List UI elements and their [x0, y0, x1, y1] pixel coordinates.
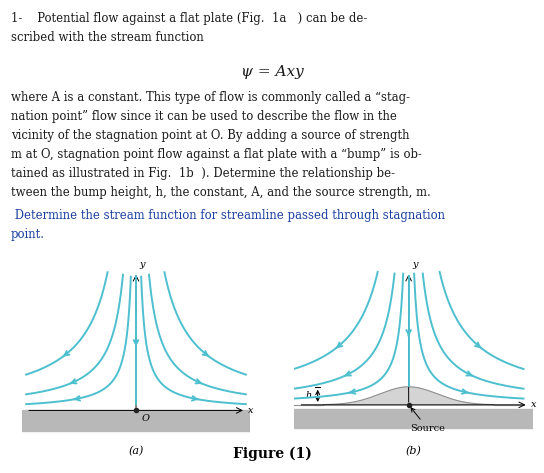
Text: point.: point.: [11, 228, 45, 240]
Text: (b): (b): [405, 446, 422, 456]
Text: y: y: [139, 261, 145, 270]
Text: ψ = Axy: ψ = Axy: [240, 65, 304, 79]
Text: (a): (a): [128, 446, 144, 456]
Text: where A is a constant. This type of flow is commonly called a “stag-: where A is a constant. This type of flow…: [11, 91, 410, 104]
Text: Figure (1): Figure (1): [233, 447, 311, 461]
Text: tween the bump height, h, the constant, A, and the source strength, m.: tween the bump height, h, the constant, …: [11, 186, 431, 199]
Text: x: x: [531, 400, 536, 409]
Text: vicinity of the stagnation point at O. By adding a source of strength: vicinity of the stagnation point at O. B…: [11, 129, 410, 142]
Text: h: h: [306, 391, 312, 400]
Text: nation point” flow since it can be used to describe the flow in the: nation point” flow since it can be used …: [11, 110, 397, 123]
Text: 1-    Potential flow against a flat plate (Fig.  1a   ) can be de-: 1- Potential flow against a flat plate (…: [11, 12, 367, 25]
Text: y: y: [412, 261, 417, 270]
Text: Source: Source: [410, 408, 445, 433]
Text: scribed with the stream function: scribed with the stream function: [11, 31, 203, 44]
Text: x: x: [248, 406, 254, 415]
Text: tained as illustrated in Fig.  1b  ). Determine the relationship be-: tained as illustrated in Fig. 1b ). Dete…: [11, 167, 395, 180]
Bar: [294, 409, 533, 429]
Bar: [22, 411, 250, 430]
Text: Determine the stream function for streamline passed through stagnation: Determine the stream function for stream…: [11, 209, 445, 221]
Text: O: O: [141, 414, 149, 423]
Text: m at O, stagnation point flow against a flat plate with a “bump” is ob-: m at O, stagnation point flow against a …: [11, 148, 422, 161]
